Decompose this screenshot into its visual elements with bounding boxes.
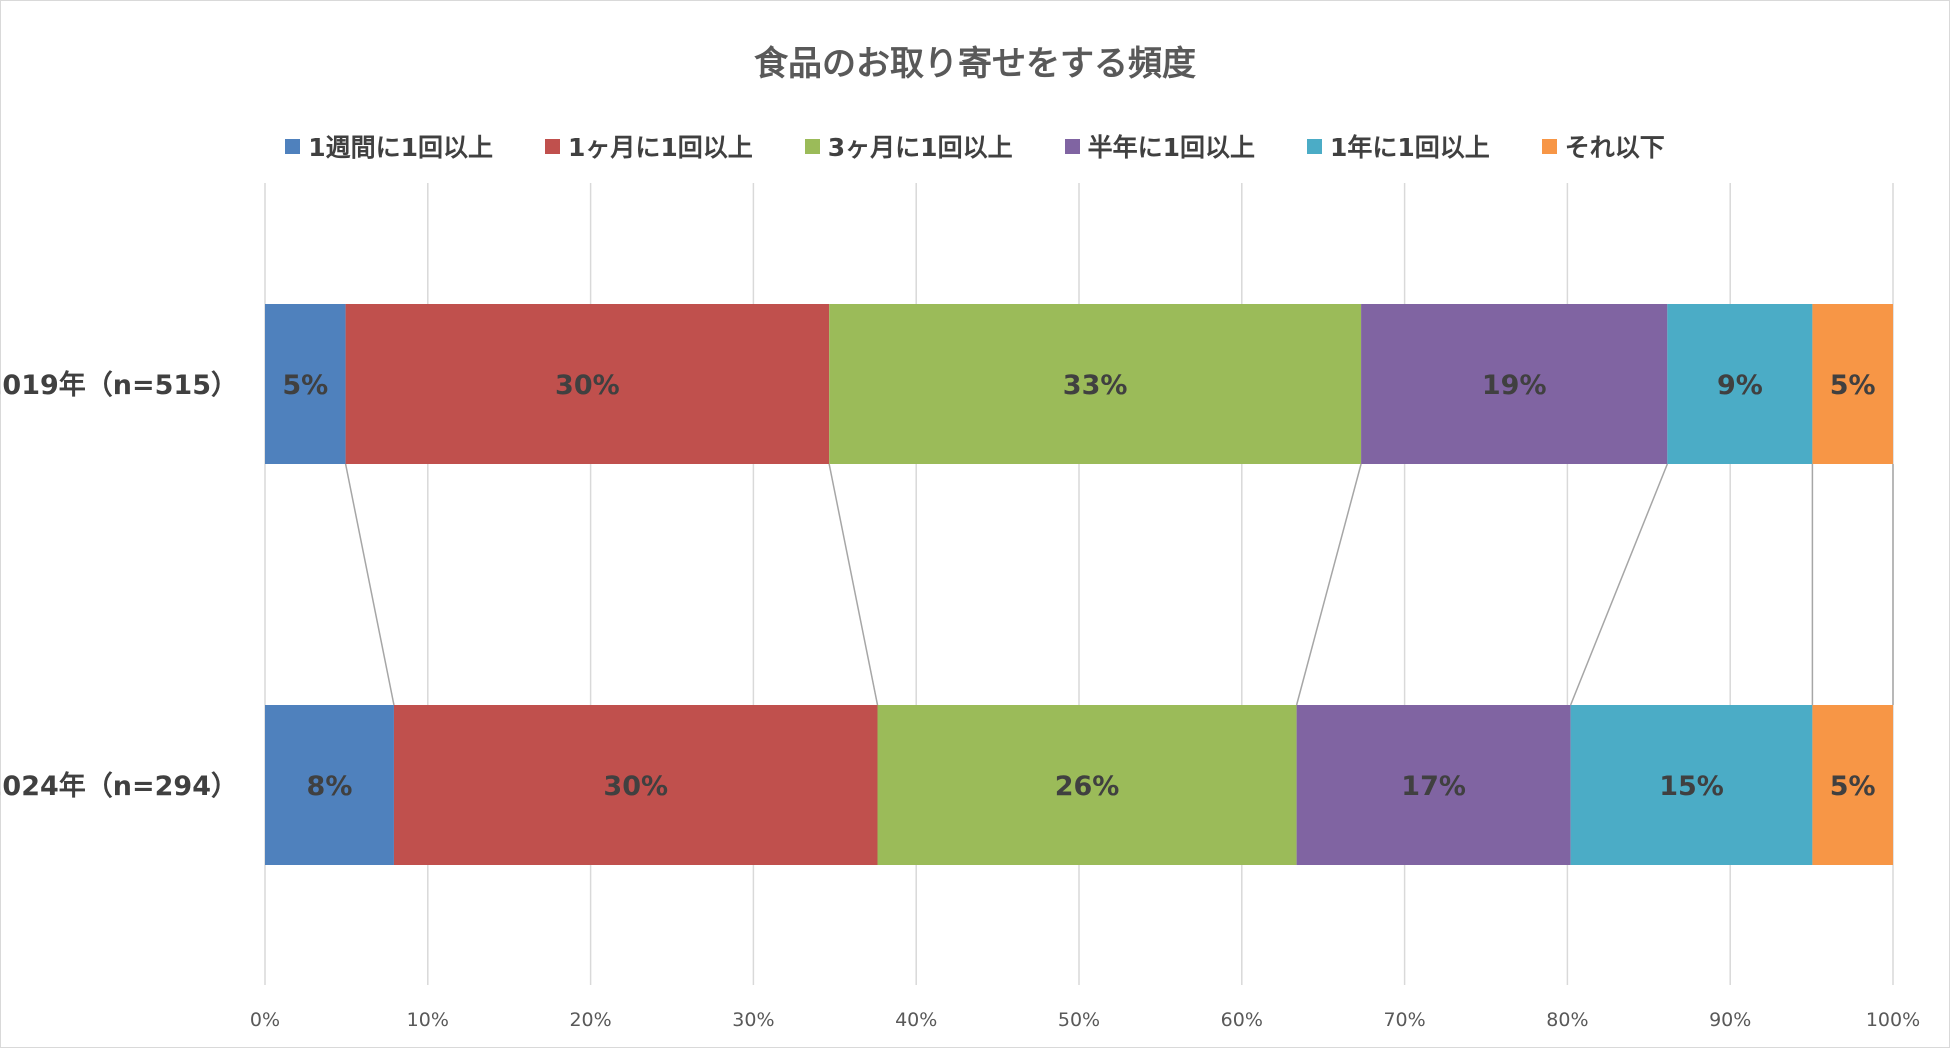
legend-item: 1週間に1回以上 bbox=[285, 128, 493, 164]
data-label: 30% bbox=[555, 370, 620, 401]
series-line bbox=[1569, 463, 1669, 706]
bar-segment bbox=[1812, 705, 1893, 865]
bar-segment bbox=[265, 304, 346, 464]
bar-segment bbox=[1570, 705, 1813, 865]
data-label: 5% bbox=[1830, 370, 1876, 401]
legend-label: 半年に1回以上 bbox=[1087, 133, 1255, 162]
legend-swatch bbox=[285, 138, 301, 154]
bar-segment bbox=[345, 304, 830, 464]
legend-item: 半年に1回以上 bbox=[1064, 128, 1255, 164]
legend-item: 3ヶ月に1回以上 bbox=[804, 128, 1013, 164]
legend-label: 3ヶ月に1回以上 bbox=[827, 133, 1013, 162]
bar-segment bbox=[265, 705, 394, 865]
series-line bbox=[344, 463, 395, 706]
bar-segment bbox=[1296, 705, 1571, 865]
data-label: 30% bbox=[603, 771, 668, 802]
x-tick-label: 90% bbox=[1709, 1009, 1751, 1031]
legend-item: それ以下 bbox=[1541, 128, 1665, 164]
x-tick-label: 50% bbox=[1058, 1009, 1100, 1031]
x-tick-label: 80% bbox=[1546, 1009, 1588, 1031]
legend-swatch bbox=[1064, 138, 1080, 154]
data-label: 19% bbox=[1482, 370, 1547, 401]
bar-segment bbox=[1667, 304, 1813, 464]
series-line bbox=[828, 463, 879, 706]
bar-segment bbox=[393, 705, 878, 865]
legend-item: 1ヶ月に1回以上 bbox=[544, 128, 753, 164]
legend-swatch bbox=[804, 138, 820, 154]
legend-item: 1年に1回以上 bbox=[1306, 128, 1490, 164]
legend-swatch bbox=[1306, 138, 1322, 154]
x-tick-label: 40% bbox=[895, 1009, 937, 1031]
data-label: 9% bbox=[1717, 370, 1763, 401]
x-tick-label: 10% bbox=[407, 1009, 449, 1031]
legend-label: 1週間に1回以上 bbox=[308, 133, 493, 162]
x-tick-label: 30% bbox=[732, 1009, 774, 1031]
legend-swatch bbox=[544, 138, 560, 154]
chart-title: 食品のお取り寄せをする頻度 bbox=[754, 44, 1196, 84]
data-label: 15% bbox=[1659, 771, 1724, 802]
category-label: 2024年（n=294） bbox=[0, 770, 238, 802]
data-label: 5% bbox=[1830, 771, 1876, 802]
data-label: 17% bbox=[1401, 771, 1466, 802]
chart-legend: 1週間に1回以上 1ヶ月に1回以上 3ヶ月に1回以上 半年に1回以上 1年に1回以上 それ… bbox=[0, 128, 1950, 164]
series-line bbox=[1295, 463, 1362, 706]
legend-label: 1ヶ月に1回以上 bbox=[567, 133, 753, 162]
bar-segment bbox=[829, 304, 1362, 464]
bar-segment bbox=[877, 705, 1297, 865]
x-tick-label: 20% bbox=[569, 1009, 611, 1031]
bar-segment bbox=[1812, 304, 1893, 464]
x-tick-label: 100% bbox=[1866, 1009, 1920, 1031]
bar-segment bbox=[1361, 304, 1668, 464]
category-label: 2019年（n=515） bbox=[0, 369, 238, 401]
x-tick-label: 60% bbox=[1221, 1009, 1263, 1031]
data-label: 26% bbox=[1055, 771, 1120, 802]
x-tick-label: 70% bbox=[1383, 1009, 1425, 1031]
legend-label: それ以下 bbox=[1564, 133, 1665, 162]
data-label: 8% bbox=[307, 771, 353, 802]
x-tick-label: 0% bbox=[250, 1009, 280, 1031]
legend-label: 1年に1回以上 bbox=[1329, 133, 1490, 162]
data-label: 5% bbox=[282, 370, 328, 401]
data-label: 33% bbox=[1063, 370, 1128, 401]
legend-swatch bbox=[1541, 138, 1557, 154]
